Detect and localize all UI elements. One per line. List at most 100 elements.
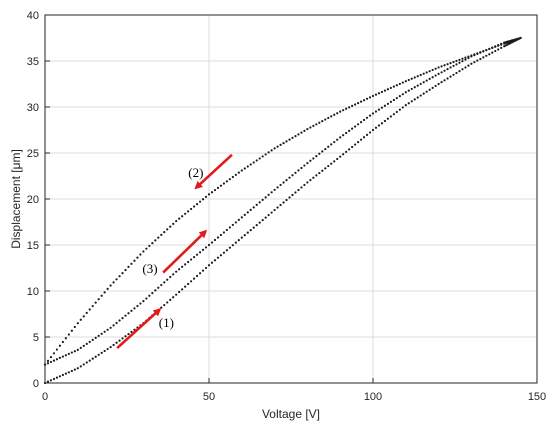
data-point	[169, 225, 172, 228]
data-point	[395, 110, 398, 114]
data-point	[473, 61, 476, 64]
data-point	[160, 233, 163, 236]
data-point	[46, 362, 50, 365]
data-point	[288, 138, 291, 141]
data-point	[401, 106, 404, 109]
data-point	[255, 159, 258, 162]
data-point	[225, 228, 228, 232]
data-point	[374, 93, 378, 96]
data-point	[333, 140, 336, 144]
data-point	[333, 160, 336, 163]
data-point	[234, 173, 237, 176]
data-point	[294, 171, 297, 174]
data-point	[175, 270, 178, 273]
data-point	[461, 68, 464, 71]
data-point	[91, 304, 94, 308]
x-tick-label: 150	[528, 391, 546, 403]
data-point	[407, 78, 410, 82]
data-point	[198, 200, 202, 203]
data-point	[70, 329, 73, 332]
data-point	[100, 332, 103, 335]
data-point	[240, 216, 243, 219]
data-point	[52, 352, 56, 355]
data-point	[103, 349, 106, 353]
data-point	[294, 191, 297, 194]
data-point	[151, 291, 154, 295]
data-point	[55, 376, 59, 379]
data-point	[386, 102, 390, 105]
y-tick-label: 30	[27, 102, 39, 114]
data-point	[440, 65, 443, 68]
data-point	[365, 133, 369, 136]
data-point	[318, 152, 321, 155]
data-point	[228, 246, 231, 249]
data-point	[407, 89, 410, 92]
data-point	[198, 251, 202, 254]
data-point	[354, 143, 357, 146]
data-point	[166, 228, 169, 231]
data-point	[124, 335, 127, 338]
data-point	[58, 356, 62, 360]
data-point	[351, 127, 354, 130]
data-point	[500, 42, 503, 45]
data-point	[49, 379, 53, 382]
data-point	[184, 212, 187, 215]
data-point	[118, 319, 121, 322]
data-point	[82, 363, 85, 366]
data-point	[85, 361, 88, 364]
data-point	[115, 278, 118, 281]
data-point	[380, 106, 384, 109]
data-point	[61, 373, 64, 377]
data-point	[285, 198, 288, 202]
data-point	[100, 351, 103, 354]
data-point	[339, 136, 342, 139]
data-point	[255, 203, 258, 206]
data-point	[452, 60, 455, 64]
series-1	[43, 36, 522, 385]
data-point	[416, 75, 419, 78]
data-point	[306, 181, 309, 184]
x-tick-label: 100	[364, 391, 382, 403]
data-point	[127, 332, 130, 336]
data-point	[142, 300, 145, 303]
data-point	[321, 120, 324, 123]
data-point	[276, 145, 279, 148]
data-point	[419, 73, 422, 77]
data-point	[303, 164, 306, 167]
data-point	[267, 151, 270, 154]
data-point	[79, 318, 82, 321]
direction-arrow	[116, 308, 162, 350]
data-point	[73, 325, 76, 329]
data-point	[178, 268, 181, 271]
data-point	[112, 324, 115, 327]
data-point	[273, 208, 276, 212]
data-point	[109, 346, 112, 349]
data-point	[431, 68, 434, 72]
data-point	[497, 48, 500, 51]
data-point	[336, 112, 339, 115]
data-point	[330, 162, 333, 165]
data-point	[115, 341, 118, 344]
data-point	[392, 85, 395, 88]
data-point	[127, 265, 130, 269]
data-point	[324, 167, 327, 170]
data-point	[267, 193, 270, 196]
data-point	[67, 333, 70, 336]
data-point	[368, 114, 372, 117]
data-point	[377, 124, 381, 127]
data-point	[154, 289, 157, 292]
data-marks	[43, 36, 522, 385]
data-point	[61, 355, 64, 358]
data-point	[371, 128, 375, 132]
data-point	[359, 100, 363, 103]
data-point	[198, 272, 202, 275]
data-point	[279, 203, 282, 207]
data-point	[279, 143, 282, 146]
data-point	[237, 218, 240, 222]
series-3	[43, 36, 522, 366]
data-point	[231, 244, 234, 247]
data-point	[76, 348, 79, 351]
data-point	[440, 71, 443, 74]
y-axis-label: Displacement [μm]	[9, 149, 23, 249]
data-point	[449, 66, 452, 69]
